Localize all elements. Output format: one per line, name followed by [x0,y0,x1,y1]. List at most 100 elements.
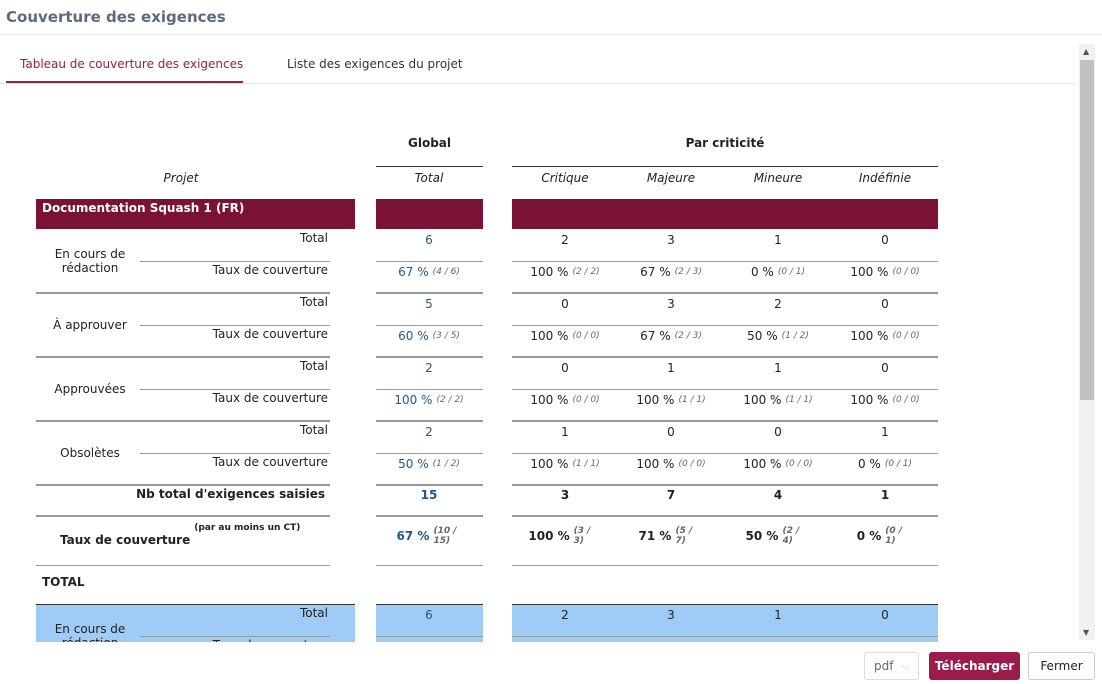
scroll-area: Global Par criticité Projet Total Critique Ma… [0,84,1076,642]
count: 3 [560,488,570,502]
total-cell: 1 [725,357,832,379]
total-cell: 7 [618,484,725,506]
group-header: Par criticité [685,136,765,150]
total-cell: 2 [725,293,832,315]
row-line [36,484,330,486]
tab-active[interactable]: Tableau de couverture des exigences [20,57,244,71]
coverage-cell: 67 %(2 / 3) [618,325,725,347]
coverage-fraction: (1 / 1) [678,395,706,405]
total-cell: 3 [618,293,725,315]
coverage-fraction: (5 / 7) [675,526,693,546]
row-line [376,565,483,566]
coverage-percent: 100 % [530,457,569,471]
row-label: Total [299,423,328,437]
group-label: En cours de rédaction [54,622,126,642]
count: 4 [773,488,783,502]
coverage-fraction: (4 / 6) [432,267,460,277]
coverage-percent: 67 % [398,265,429,279]
scroll-down[interactable]: ▼ [1083,628,1090,637]
coverage-fraction: (0 / 1) [884,459,913,469]
count: 1 [561,425,569,439]
total-cell: 3 [512,484,619,506]
coverage-fraction: (0 / 0) [892,331,920,341]
summary-label: Taux de couverture (par au moins un CT) [60,520,330,560]
count: 2 [561,233,569,247]
row-line [512,453,938,454]
coverage-percent: 100 % [530,640,568,642]
coverage-cell: 100 % (1 / 1) [725,389,832,411]
coverage-cell: 50 % (2 / 4) [725,520,832,552]
total-cell: 0 [832,604,939,626]
row-line [376,292,483,294]
summary-label: Nb total d'exigences saisies [136,487,325,501]
row-highlight [512,604,938,642]
total-cell: 5 [376,293,483,315]
download-button[interactable]: Télécharger [929,652,1020,680]
row-line [512,484,938,486]
count: 0 [561,297,569,311]
scroll-up[interactable]: ▲ [1083,47,1090,56]
count: 1 [881,425,889,439]
row-line [512,604,938,605]
row-line [376,515,483,517]
summary-note: (par au moins un CT) [194,523,301,533]
total-cell: 0 [832,357,939,379]
coverage-percent: 100 % [530,265,569,279]
coverage-cell: 60 % (3 / 5) [376,325,483,347]
count: 0 [561,361,569,375]
tab-divider [0,83,1076,84]
format-select[interactable]: pdf ⌵ [864,652,919,680]
coverage-fraction: (0 / 0) [572,331,600,341]
coverage-cell: 67 %(2 / 3) [618,261,725,283]
coverage-fraction: (10 / 15) [433,526,457,546]
coverage-percent: 100 % [743,457,782,471]
coverage-percent: 60 % [398,329,429,343]
total-cell: 1 [725,604,832,626]
row-line [36,604,355,605]
coverage-percent: 67 % [640,265,671,279]
count: 6 [425,608,433,622]
total-cell: 6 [376,604,483,626]
total-cell: 0 [832,293,939,315]
row-label: Taux de couverture [212,391,328,405]
coverage-cell: 100 %(0 / 0) [832,636,939,642]
coverage-percent: 100 % [636,457,675,471]
row-label: Taux de couverture [212,455,328,469]
count: 2 [425,425,433,439]
coverage-fraction: (2 / 2) [436,395,464,405]
count: 0 [667,425,675,439]
row-line [512,325,938,326]
close-button[interactable]: Fermer [1028,652,1095,680]
row-line [376,166,483,167]
coverage-fraction: (2 / 4) [782,526,800,546]
coverage-percent: 50 % [745,529,779,543]
tab[interactable]: Liste des exigences du projet [287,57,463,71]
total-cell: 4 [725,484,832,506]
coverage-percent: 0 % [751,640,774,642]
coverage-cell: 100 %(2 / 2) [376,389,483,411]
coverage-fraction: (2 / 3) [674,331,702,341]
coverage-cell: 67 % (10 / 15) [376,520,483,552]
count: 0 [881,361,889,375]
row-line [512,356,938,358]
row-label: Total [299,359,328,373]
coverage-cell: 100 %(0 / 0) [832,325,939,347]
coverage-fraction: (2 / 3) [674,267,702,277]
count: 7 [666,488,676,502]
row-line [512,261,938,262]
row-line [512,565,938,566]
row-highlight [36,604,355,642]
coverage-percent: 100 % [530,393,569,407]
project-band [512,199,938,229]
scrollbar-thumb[interactable] [1080,60,1094,400]
coverage-percent: 100 % [530,329,569,343]
row-label: Taux de couverture [212,327,328,341]
coverage-cell: 100 %(0 / 0) [512,389,619,411]
coverage-fraction: (0 / 0) [892,267,920,277]
coverage-cell: 71 % (5 / 7) [618,520,725,552]
total-cell: 3 [618,229,725,251]
column-header: Mineure [753,171,803,185]
coverage-cell: 50 % (1 / 2) [376,453,483,475]
count: 0 [881,297,889,311]
project-name: Documentation Squash 1 (FR) [42,201,245,215]
